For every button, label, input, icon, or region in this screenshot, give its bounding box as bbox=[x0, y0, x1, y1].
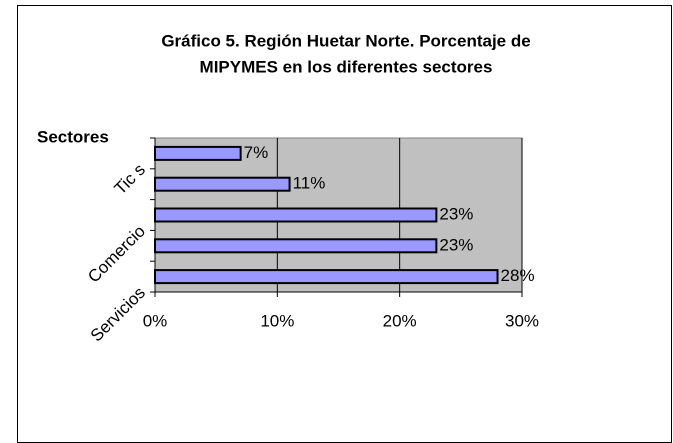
x-tick-label: 10% bbox=[260, 311, 294, 330]
value-label: 23% bbox=[439, 235, 473, 254]
x-tick-label: 30% bbox=[505, 311, 539, 330]
value-label: 11% bbox=[293, 174, 326, 193]
chart-title-line-1: Gráfico 5. Región Huetar Norte. Porcenta… bbox=[161, 31, 530, 50]
x-tick-label: 20% bbox=[383, 311, 417, 330]
bar bbox=[154, 269, 499, 285]
value-label: 7% bbox=[244, 143, 269, 162]
y-axis-title: Sectores bbox=[37, 127, 109, 146]
value-label: 23% bbox=[439, 204, 473, 223]
bar bbox=[154, 207, 438, 223]
x-tick-label: 0% bbox=[143, 311, 168, 330]
bar bbox=[154, 238, 438, 254]
value-label: 28% bbox=[501, 266, 535, 285]
chart-title-line-2: MIPYMES en los diferentes sectores bbox=[200, 57, 493, 76]
bar bbox=[154, 176, 291, 192]
bar bbox=[154, 145, 242, 161]
